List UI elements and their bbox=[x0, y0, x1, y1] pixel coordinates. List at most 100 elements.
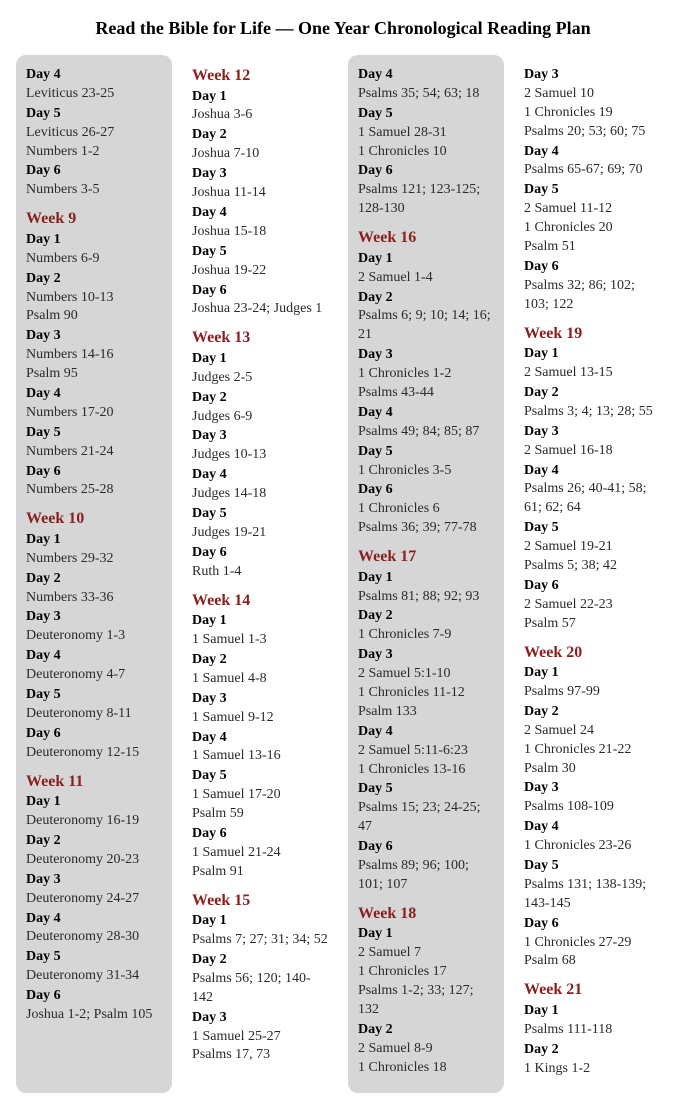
day-heading: Day 3 bbox=[192, 690, 330, 709]
column: Day 4Psalms 35; 54; 63; 18Day 51 Samuel … bbox=[348, 55, 504, 1093]
reading-text: 1 Samuel 17-20 bbox=[192, 786, 330, 805]
day-heading: Day 6 bbox=[358, 838, 496, 857]
day-heading: Day 1 bbox=[358, 925, 496, 944]
day-heading: Day 6 bbox=[192, 282, 330, 301]
reading-text: Deuteronomy 20-23 bbox=[26, 851, 164, 870]
reading-text: Psalms 97-99 bbox=[524, 683, 662, 702]
day-heading: Day 2 bbox=[358, 607, 496, 626]
reading-text: 1 Chronicles 27-29 bbox=[524, 934, 662, 953]
day-heading: Day 4 bbox=[26, 66, 164, 85]
reading-text: 1 Chronicles 21-22 bbox=[524, 741, 662, 760]
reading-text: Psalms 35; 54; 63; 18 bbox=[358, 85, 496, 104]
day-heading: Day 3 bbox=[26, 327, 164, 346]
reading-text: 1 Samuel 13-16 bbox=[192, 747, 330, 766]
day-heading: Day 4 bbox=[358, 404, 496, 423]
day-heading: Day 1 bbox=[358, 569, 496, 588]
day-heading: Day 2 bbox=[192, 126, 330, 145]
reading-text: Psalms 1-2; 33; 127; 132 bbox=[358, 982, 496, 1020]
week-heading: Week 21 bbox=[524, 979, 662, 1001]
day-heading: Day 2 bbox=[358, 1021, 496, 1040]
day-heading: Day 6 bbox=[524, 577, 662, 596]
reading-text: Numbers 6-9 bbox=[26, 250, 164, 269]
reading-text: 2 Samuel 24 bbox=[524, 722, 662, 741]
day-heading: Day 3 bbox=[524, 779, 662, 798]
day-heading: Day 3 bbox=[524, 423, 662, 442]
week-heading: Week 18 bbox=[358, 903, 496, 925]
reading-text: Numbers 17-20 bbox=[26, 404, 164, 423]
day-heading: Day 1 bbox=[26, 231, 164, 250]
reading-text: 1 Chronicles 17 bbox=[358, 963, 496, 982]
day-heading: Day 6 bbox=[26, 987, 164, 1006]
day-heading: Day 5 bbox=[192, 767, 330, 786]
day-heading: Day 3 bbox=[192, 427, 330, 446]
reading-text: Psalms 65-67; 69; 70 bbox=[524, 161, 662, 180]
day-heading: Day 2 bbox=[26, 270, 164, 289]
week-heading: Week 11 bbox=[26, 771, 164, 793]
day-heading: Day 5 bbox=[358, 443, 496, 462]
day-heading: Day 3 bbox=[192, 1009, 330, 1028]
reading-text: 2 Samuel 10 bbox=[524, 85, 662, 104]
day-heading: Day 2 bbox=[192, 389, 330, 408]
reading-text: 1 Samuel 4-8 bbox=[192, 670, 330, 689]
reading-text: Psalms 6; 9; 10; 14; 16; 21 bbox=[358, 307, 496, 345]
reading-text: Psalms 111-118 bbox=[524, 1021, 662, 1040]
reading-text: Psalm 133 bbox=[358, 703, 496, 722]
reading-text: Psalms 43-44 bbox=[358, 384, 496, 403]
day-heading: Day 3 bbox=[192, 165, 330, 184]
day-heading: Day 6 bbox=[26, 162, 164, 181]
day-heading: Day 1 bbox=[192, 88, 330, 107]
reading-text: Joshua 3-6 bbox=[192, 106, 330, 125]
week-heading: Week 13 bbox=[192, 327, 330, 349]
reading-text: 1 Chronicles 19 bbox=[524, 104, 662, 123]
reading-text: 1 Samuel 25-27 bbox=[192, 1028, 330, 1047]
reading-text: Joshua 11-14 bbox=[192, 184, 330, 203]
week-heading: Week 14 bbox=[192, 590, 330, 612]
reading-text: Judges 19-21 bbox=[192, 524, 330, 543]
day-heading: Day 3 bbox=[358, 646, 496, 665]
reading-text: Psalms 15; 23; 24-25; 47 bbox=[358, 799, 496, 837]
day-heading: Day 4 bbox=[192, 466, 330, 485]
reading-text: Numbers 29-32 bbox=[26, 550, 164, 569]
columns-container: Day 4Leviticus 23-25Day 5Leviticus 26-27… bbox=[0, 55, 686, 1093]
day-heading: Day 5 bbox=[26, 424, 164, 443]
reading-text: Psalms 121; 123-125; 128-130 bbox=[358, 181, 496, 219]
reading-text: Deuteronomy 16-19 bbox=[26, 812, 164, 831]
day-heading: Day 5 bbox=[26, 948, 164, 967]
reading-text: Numbers 1-2 bbox=[26, 143, 164, 162]
reading-text: Numbers 14-16 bbox=[26, 346, 164, 365]
day-heading: Day 2 bbox=[26, 570, 164, 589]
reading-text: 2 Samuel 16-18 bbox=[524, 442, 662, 461]
day-heading: Day 5 bbox=[524, 181, 662, 200]
reading-text: Joshua 19-22 bbox=[192, 262, 330, 281]
column: Day 4Leviticus 23-25Day 5Leviticus 26-27… bbox=[16, 55, 172, 1093]
reading-text: Joshua 7-10 bbox=[192, 145, 330, 164]
reading-text: 2 Samuel 8-9 bbox=[358, 1040, 496, 1059]
reading-text: Ruth 1-4 bbox=[192, 563, 330, 582]
reading-text: 1 Chronicles 7-9 bbox=[358, 626, 496, 645]
reading-text: 1 Chronicles 13-16 bbox=[358, 761, 496, 780]
day-heading: Day 3 bbox=[26, 608, 164, 627]
reading-text: Joshua 23-24; Judges 1 bbox=[192, 300, 330, 319]
reading-text: Numbers 33-36 bbox=[26, 589, 164, 608]
day-heading: Day 2 bbox=[26, 832, 164, 851]
reading-text: 2 Samuel 5:1-10 bbox=[358, 665, 496, 684]
reading-text: Judges 14-18 bbox=[192, 485, 330, 504]
day-heading: Day 6 bbox=[358, 162, 496, 181]
day-heading: Day 4 bbox=[524, 143, 662, 162]
week-heading: Week 20 bbox=[524, 642, 662, 664]
day-heading: Day 1 bbox=[26, 793, 164, 812]
week-heading: Week 9 bbox=[26, 208, 164, 230]
day-heading: Day 6 bbox=[26, 463, 164, 482]
day-heading: Day 4 bbox=[26, 647, 164, 666]
day-heading: Day 2 bbox=[524, 384, 662, 403]
reading-text: Psalms 49; 84; 85; 87 bbox=[358, 423, 496, 442]
reading-text: Psalms 36; 39; 77-78 bbox=[358, 519, 496, 538]
reading-text: Numbers 25-28 bbox=[26, 481, 164, 500]
reading-text: Joshua 15-18 bbox=[192, 223, 330, 242]
week-heading: Week 17 bbox=[358, 546, 496, 568]
column: Day 32 Samuel 101 Chronicles 19Psalms 20… bbox=[514, 55, 670, 1093]
day-heading: Day 4 bbox=[26, 910, 164, 929]
page-title: Read the Bible for Life — One Year Chron… bbox=[0, 18, 686, 39]
reading-text: Psalm 59 bbox=[192, 805, 330, 824]
day-heading: Day 1 bbox=[192, 612, 330, 631]
